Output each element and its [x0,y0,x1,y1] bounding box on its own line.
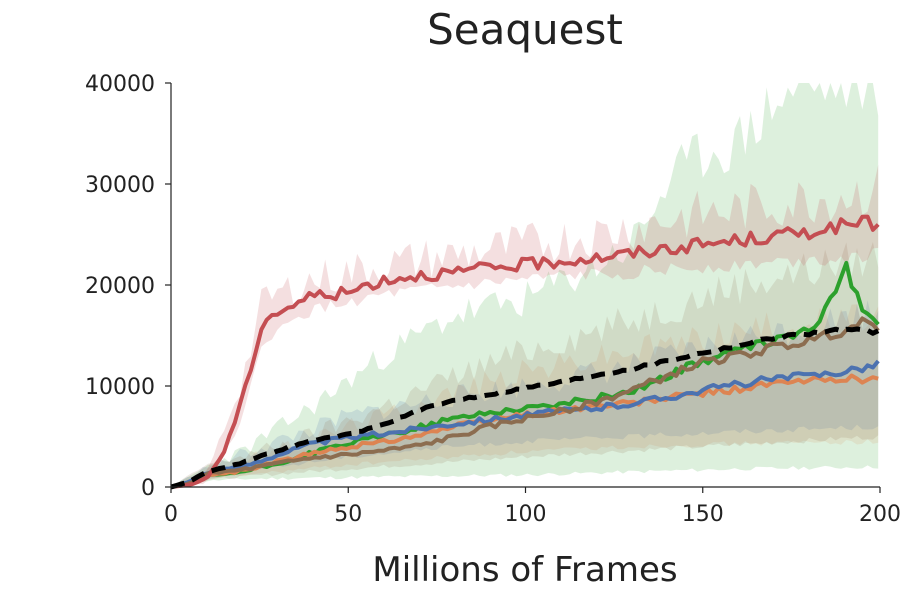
y-tick-label-0: 0 [141,476,155,501]
x-tick-label-3: 150 [682,502,724,527]
series-0-band [171,83,879,487]
y-ticks: 0 10000 20000 30000 40000 [85,72,171,501]
series-2-line [170,359,880,489]
chart-title: Seaquest [427,5,623,54]
series-lines [170,214,880,490]
x-tick-label-0: 0 [164,502,178,527]
x-axis-label: Millions of Frames [372,550,677,590]
series-1-band [171,304,879,487]
series-4-line [170,214,880,489]
series-3-line [170,316,880,489]
y-tick-label-1: 10000 [85,375,155,400]
y-tick-label-3: 30000 [85,173,155,198]
x-tick-label-1: 50 [334,502,362,527]
x-tick-label-2: 100 [505,502,547,527]
series-bands [171,83,879,487]
x-tick-label-4: 200 [859,502,901,527]
series-2-band [171,300,879,487]
series-3-band [171,242,879,487]
y-tick-label-4: 40000 [85,72,155,97]
x-ticks: 0 50 100 150 200 [164,487,901,527]
y-tick-label-2: 20000 [85,274,155,299]
